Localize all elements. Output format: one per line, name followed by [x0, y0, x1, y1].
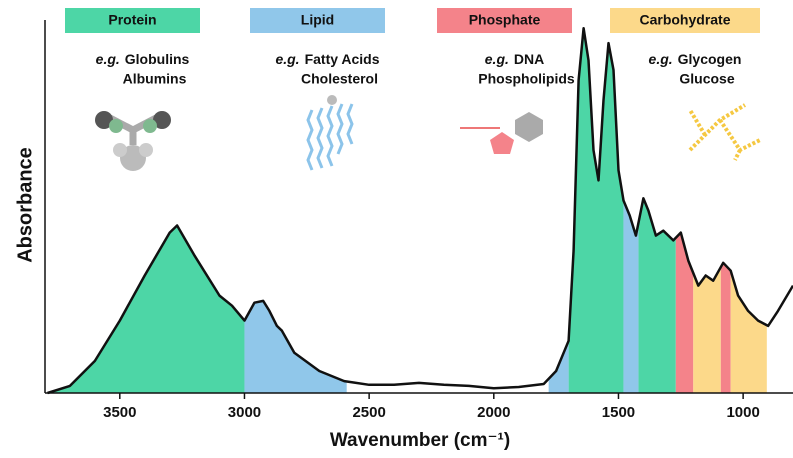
class-name: Protein: [108, 12, 156, 28]
x-tick-label: 1000: [726, 404, 759, 421]
example: Fatty Acids: [305, 51, 380, 67]
spectrum-line: [47, 26, 793, 395]
example-line: e.g. Glycogen: [649, 51, 742, 67]
region-fill: [638, 28, 676, 393]
example-line: e.g. Fatty Acids: [275, 51, 379, 67]
class-box: [250, 8, 385, 33]
example-line: e.g. Globulins: [96, 51, 190, 67]
class-name: Lipid: [301, 12, 334, 28]
class-name: Phosphate: [469, 12, 541, 28]
example: Globulins: [125, 51, 190, 67]
x-tick-label: 1500: [602, 404, 635, 421]
class-box: [65, 8, 200, 33]
carbohydrate-icon: [688, 103, 761, 161]
y-axis-label: Absorbance: [14, 147, 36, 263]
example: Glycogen: [678, 51, 742, 67]
phosphate-icon: [460, 112, 543, 154]
x-tick-label: 3000: [228, 404, 261, 421]
region-fill: [730, 28, 767, 393]
lipid-icon: [306, 95, 354, 171]
example-prefix: e.g.: [275, 51, 299, 67]
class-box: [610, 8, 760, 33]
protein-icon: [95, 111, 171, 171]
example: DNA: [514, 51, 544, 67]
x-tick-label: 2000: [477, 404, 510, 421]
example: Albumins: [123, 71, 187, 87]
class-name: Carbohydrate: [639, 12, 730, 28]
example: Glucose: [679, 71, 734, 87]
example-prefix: e.g.: [485, 51, 509, 67]
class-box: [437, 8, 572, 33]
example-prefix: e.g.: [96, 51, 120, 67]
example-line: e.g. DNA: [485, 51, 544, 67]
example-prefix: e.g.: [649, 51, 673, 67]
example: Phospholipids: [478, 71, 575, 87]
example: Cholesterol: [301, 71, 378, 87]
x-tick-label: 2500: [352, 404, 385, 421]
molecule-icons: [95, 95, 761, 171]
x-tick-label: 3500: [103, 404, 136, 421]
region-fill: [568, 28, 624, 393]
x-axis-label: Wavenumber (cm⁻¹): [330, 430, 510, 451]
